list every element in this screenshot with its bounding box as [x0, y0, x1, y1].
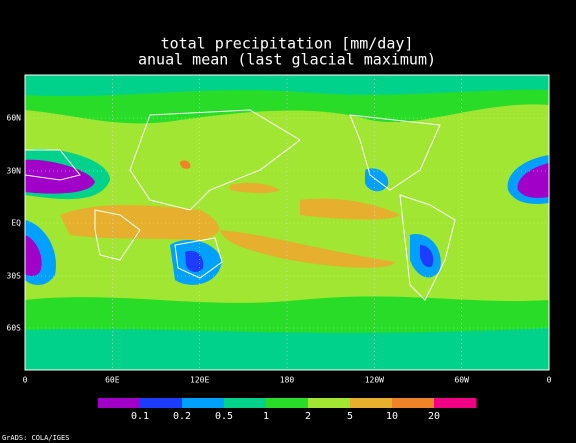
colorbar-label: 20: [428, 411, 440, 422]
colorbar-label: 0.5: [215, 411, 233, 422]
colorbar-swatch: [266, 398, 309, 408]
lon-label: 120E: [190, 376, 209, 385]
field-andes-2: [420, 245, 434, 268]
lon-label: 180: [280, 376, 295, 385]
colorbar-swatch: [98, 398, 141, 408]
lon-label: 120W: [365, 376, 384, 385]
field-australia-2: [185, 250, 204, 272]
lon-label: 60W: [454, 376, 469, 385]
colorbar-label: 5: [347, 411, 353, 422]
subtitle: anual mean (last glacial maximum): [138, 51, 436, 69]
field-spcz: [220, 230, 395, 268]
colorbar-swatch: [308, 398, 351, 408]
field-north-2: [25, 75, 549, 97]
colorbar-swatch: [182, 398, 225, 408]
field-south-africa-2: [25, 235, 42, 276]
colorbar-label: 2: [305, 411, 311, 422]
lat-label: 60N: [7, 114, 22, 123]
lon-label: 0: [547, 376, 552, 385]
colorbar-swatch: [350, 398, 393, 408]
lat-label: EQ: [11, 219, 21, 228]
coastlines: [25, 109, 456, 301]
lat-label: 30S: [7, 272, 22, 281]
lat-label: 30N: [7, 167, 22, 176]
colorbar-swatch: [392, 398, 435, 408]
field-sahara: [25, 159, 95, 194]
map-field: [24, 74, 550, 371]
lon-label: 0: [23, 376, 28, 385]
lat-label: 60S: [7, 324, 22, 333]
credit: GrADS: COLA/IGES: [2, 434, 69, 442]
colorbar-label: 10: [386, 411, 398, 422]
colorbar-swatch: [140, 398, 183, 408]
field-indian-ocean: [60, 205, 219, 240]
colorbar-label: 0.1: [131, 411, 149, 422]
field-south-2: [25, 328, 549, 370]
colorbar-swatch: [224, 398, 267, 408]
colorbar-label: 1: [263, 411, 269, 422]
colorbar-label: 0.2: [173, 411, 191, 422]
lon-label: 60E: [105, 376, 120, 385]
title: total precipitation [mm/day]: [161, 35, 414, 53]
field-east-dry-2: [517, 163, 549, 198]
field-itcz-n: [300, 198, 400, 220]
field-spot: [180, 160, 191, 169]
field-npac: [230, 182, 280, 194]
colorbar-swatch: [434, 398, 477, 408]
